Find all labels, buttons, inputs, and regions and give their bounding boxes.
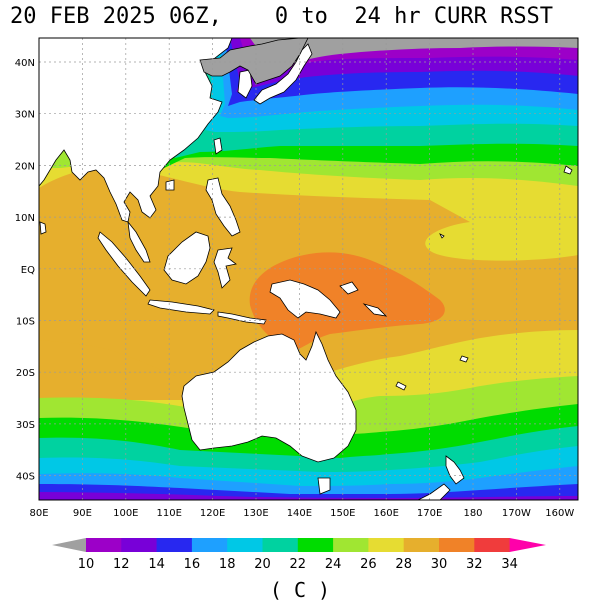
colorbar-tick-label: 20 [254, 557, 271, 572]
land-lesser-sunda [217, 311, 267, 325]
colorbar-segment [156, 538, 193, 552]
land-borneo [163, 231, 211, 285]
warm-pool-30 [249, 252, 445, 351]
colorbar-tick-label: 12 [113, 557, 130, 572]
band-s-28-west [39, 340, 190, 400]
land-bismarck [339, 281, 359, 295]
lon-label: 90E [73, 508, 92, 519]
lat-label: 10N [15, 213, 35, 224]
land-island-small-1 [439, 233, 445, 239]
colorbar-tick-label: 34 [501, 557, 518, 572]
land-sumatra [97, 231, 151, 297]
land-hawaii [563, 165, 573, 175]
lon-label: 170E [417, 508, 442, 519]
lat-label: 30N [15, 110, 35, 121]
land-masses [38, 37, 573, 501]
lon-label: 140E [287, 508, 312, 519]
colorbar [52, 538, 546, 552]
land-java [147, 299, 215, 315]
colorbar-segment [368, 538, 405, 552]
land-new-guinea [269, 279, 341, 319]
colorbar-segment [403, 538, 440, 552]
map-title: 20 FEB 2025 06Z, 0 to 24 hr CURR RSST [10, 4, 554, 29]
lon-label: 110E [156, 508, 181, 519]
lon-label: 160W [545, 508, 574, 519]
land-solomons [362, 303, 388, 317]
lon-label: 150E [330, 508, 355, 519]
lon-label: 180 [463, 508, 482, 519]
band-n-cold [250, 38, 578, 66]
colorbar-segment [227, 538, 263, 552]
land-hainan [165, 179, 175, 191]
map-frame [38, 37, 579, 501]
lon-label: 100E [113, 508, 138, 519]
lon-label: 80E [29, 508, 48, 519]
colorbar-tick-label: 32 [466, 557, 483, 572]
colorbar-tick-label: 22 [290, 557, 307, 572]
colorbar-under-arrow [52, 538, 86, 552]
longitude-labels: 80E 90E 100E 110E 120E 130E 140E 150E 160E 170E 18… [29, 508, 574, 519]
lat-label: 30S [16, 420, 35, 431]
colorbar-segment [191, 538, 228, 552]
colorbar-segment [86, 538, 122, 552]
lat-label: EQ [21, 265, 35, 276]
unit-label: ( C ) [269, 578, 331, 602]
lon-label: 120E [200, 508, 225, 519]
lon-label: 160E [373, 508, 398, 519]
land-malay-peninsula [127, 220, 151, 263]
lon-label: 170W [502, 508, 531, 519]
lon-label: 130E [243, 508, 268, 519]
gridlines [39, 38, 578, 500]
colorbar-tick-label: 16 [184, 557, 201, 572]
colorbar-tick-label: 14 [148, 557, 165, 572]
land-tasmania [317, 477, 331, 495]
latitude-labels: 40N 30N 20N 10N EQ 10S 20S 30S 40S [15, 58, 35, 483]
colorbar-segment [297, 538, 334, 552]
colorbar-segment [121, 538, 158, 552]
colorbar-tick-label: 28 [395, 557, 412, 572]
lat-label: 10S [16, 317, 35, 328]
lat-label: 20N [15, 161, 35, 172]
land-sri-lanka [39, 221, 47, 235]
colorbar-tick-label: 18 [219, 557, 236, 572]
land-new-zealand-north [445, 455, 465, 485]
colorbar-segment [439, 538, 475, 552]
colorbar-over-arrow [509, 538, 546, 552]
land-new-caledonia [395, 381, 407, 391]
lat-label: 20S [16, 368, 35, 379]
land-australia [181, 330, 357, 463]
colorbar-tick-label: 26 [360, 557, 377, 572]
lat-label: 40S [16, 472, 35, 483]
band-s-12 [39, 492, 578, 500]
land-northeast-asia-gray [199, 37, 309, 85]
colorbar-segment [474, 538, 511, 552]
colorbar-segment [333, 538, 369, 552]
colorbar-tick-label: 24 [325, 557, 342, 572]
land-japan [253, 43, 313, 105]
land-taiwan [213, 137, 223, 155]
land-sulawesi [213, 247, 237, 289]
colorbar-tick-label: 10 [78, 557, 95, 572]
land-fiji [459, 355, 469, 363]
lat-label: 40N [15, 58, 35, 69]
land-asia [38, 37, 233, 223]
colorbar-tick-label: 30 [431, 557, 448, 572]
land-philippines [205, 177, 241, 237]
colorbar-tick-labels: 10 12 14 16 18 20 22 24 26 28 30 32 34 [78, 557, 518, 572]
colorbar-segment [262, 538, 299, 552]
